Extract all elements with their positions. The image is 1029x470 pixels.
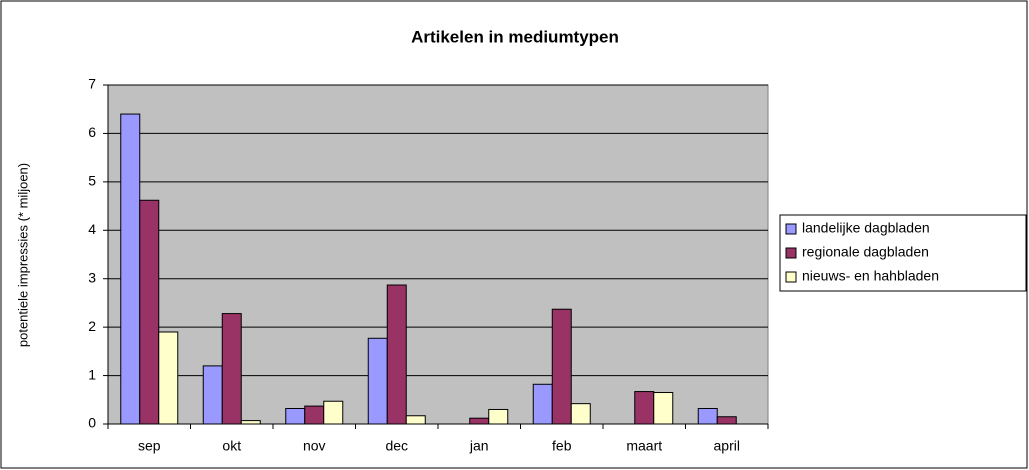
legend-swatch: [785, 247, 797, 259]
y-tick-label: 1: [88, 366, 96, 382]
bar: [653, 392, 674, 425]
x-tick-label: feb: [552, 438, 572, 454]
bar: [488, 408, 509, 425]
legend-swatch: [785, 223, 797, 235]
bar: [285, 408, 306, 425]
bar: [386, 284, 407, 425]
legend-label: nieuws- en hahbladen: [802, 268, 939, 284]
x-tick-label: jan: [469, 438, 489, 454]
y-axis-label: potentiele impressies (* miljoen): [15, 163, 30, 347]
chart-title: Artikelen in mediumtypen: [411, 27, 619, 46]
bar: [139, 199, 160, 425]
bar: [532, 383, 553, 425]
y-tick-label: 4: [88, 221, 96, 237]
x-tick-label: sep: [138, 438, 161, 454]
bar: [405, 415, 426, 425]
legend-label: landelijke dagbladen: [802, 220, 930, 236]
x-tick-label: nov: [303, 438, 326, 454]
bar: [716, 416, 737, 425]
bar: [323, 400, 344, 425]
x-tick-label: okt: [222, 438, 241, 454]
bar: [158, 331, 179, 425]
x-tick-label: april: [714, 438, 740, 454]
y-tick-label: 5: [88, 173, 96, 189]
bar: [202, 365, 223, 425]
legend-swatch: [785, 271, 797, 283]
legend-label: regionale dagbladen: [802, 244, 929, 260]
legend-box: [779, 214, 1027, 292]
bar: [367, 337, 388, 425]
bar: [469, 417, 490, 425]
bar: [120, 113, 141, 425]
y-tick-label: 3: [88, 269, 96, 285]
bar: [551, 308, 572, 425]
bar: [240, 420, 261, 425]
x-tick-label: maart: [626, 438, 662, 454]
y-tick-label: 0: [88, 415, 96, 431]
bar: [304, 405, 325, 425]
y-tick-label: 7: [88, 76, 96, 92]
bar: [570, 403, 591, 425]
x-tick-label: dec: [385, 438, 408, 454]
bar: [697, 408, 718, 425]
bar: [221, 313, 242, 425]
y-tick-label: 6: [88, 124, 96, 140]
y-tick-label: 2: [88, 318, 96, 334]
bar: [634, 391, 655, 425]
